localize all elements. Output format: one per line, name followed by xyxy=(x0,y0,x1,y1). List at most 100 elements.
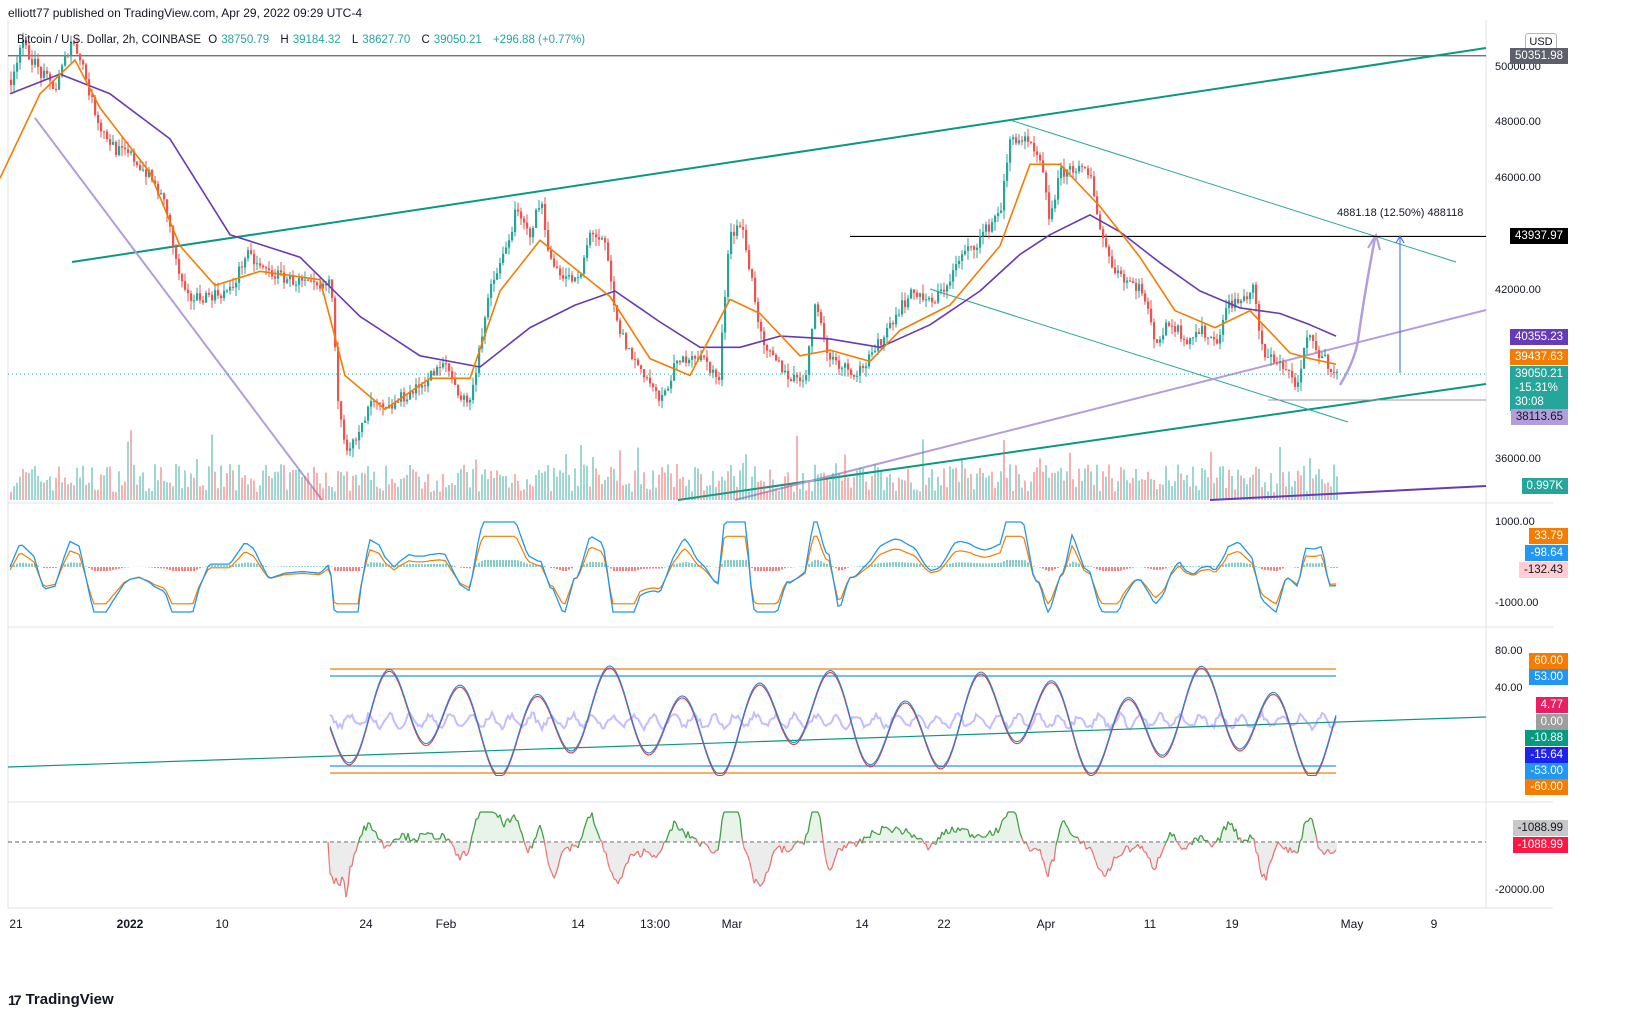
macd-histogram-bar xyxy=(205,566,207,567)
candle-body xyxy=(571,275,574,282)
badge-rsi-hi-orange: 60.00 xyxy=(1529,653,1568,669)
bottom-osc-segment xyxy=(373,830,377,833)
volume-bar xyxy=(988,475,990,500)
macd-histogram-bar xyxy=(913,563,915,567)
macd-histogram-bar xyxy=(865,565,867,567)
volume-bar xyxy=(58,466,60,500)
volume-bar xyxy=(517,480,519,500)
volume-bar xyxy=(16,482,18,500)
candle-body xyxy=(511,232,514,241)
bottom-osc-segment xyxy=(1319,849,1323,852)
macd-histogram-bar xyxy=(1093,567,1095,568)
candle-body xyxy=(142,169,145,171)
candle-body xyxy=(472,384,475,401)
macd-histogram-bar xyxy=(862,565,864,567)
bottom-osc-segment xyxy=(359,834,363,838)
candle-body xyxy=(505,247,508,254)
volume-bar xyxy=(367,466,369,500)
currency-button[interactable]: USD xyxy=(1525,33,1557,51)
bottom-osc-segment xyxy=(1079,842,1083,845)
candle-body xyxy=(1039,154,1042,161)
macd-histogram-bar xyxy=(607,565,609,567)
macd-histogram-bar xyxy=(508,559,510,567)
bottom-osc-segment xyxy=(719,820,723,839)
volume-bar xyxy=(793,491,795,500)
bottom-osc-segment xyxy=(559,852,563,859)
macd-histogram-bar xyxy=(1255,566,1257,567)
candle-body xyxy=(889,322,892,329)
volume-bar xyxy=(715,486,717,500)
macd-histogram-bar xyxy=(325,565,327,567)
candle-body xyxy=(448,363,451,372)
bottom-osc-segment xyxy=(835,848,839,856)
tradingview-logo[interactable]: 17 TradingView xyxy=(8,991,114,1008)
candle-body xyxy=(763,331,766,346)
macd-histogram-bar xyxy=(883,562,885,567)
candle-body xyxy=(391,404,394,409)
symbol-name[interactable]: Bitcoin / U.S. Dollar, 2h, COINBASE xyxy=(17,34,202,46)
candle-body xyxy=(550,250,553,259)
bottom-osc-segment xyxy=(1123,845,1127,852)
volume-bar xyxy=(946,487,948,500)
candle-body xyxy=(1315,341,1318,350)
bottom-osc-segment xyxy=(1289,847,1293,853)
bottom-osc-segment xyxy=(975,834,979,837)
bottom-osc-segment xyxy=(845,843,849,849)
x-label-apr: Apr xyxy=(1036,917,1056,931)
volume-bar xyxy=(433,490,435,500)
macd-histogram-bar xyxy=(1039,567,1041,568)
candle-body xyxy=(628,348,631,350)
macd-histogram-bar xyxy=(667,566,669,567)
volume-bar xyxy=(265,465,267,500)
macd-histogram-bar xyxy=(916,563,918,567)
macd-histogram-bar xyxy=(379,562,381,567)
volume-bar xyxy=(139,476,141,500)
candle-body xyxy=(712,369,715,373)
falling-wedge-upper xyxy=(1009,119,1457,263)
macd-histogram-bar xyxy=(877,563,879,567)
volume-bar xyxy=(742,463,744,500)
candle-body xyxy=(1183,338,1186,340)
bottom-osc-segment xyxy=(797,840,801,844)
volume-bar xyxy=(628,483,630,500)
volume-bar xyxy=(667,464,669,500)
volume-bar xyxy=(1000,471,1002,500)
candle-body xyxy=(970,246,973,248)
candle-body xyxy=(166,199,169,215)
bottom-osc-segment xyxy=(1297,841,1301,853)
candle-body xyxy=(355,439,358,441)
volume-bar xyxy=(1297,470,1299,500)
bottom-osc-segment xyxy=(977,833,981,837)
bottom-osc-segment xyxy=(619,876,623,880)
candle-body xyxy=(133,151,136,162)
bottom-osc-segment xyxy=(641,848,645,857)
volume-bar xyxy=(1231,476,1233,500)
volume-bar xyxy=(151,490,153,500)
candle-body xyxy=(226,290,229,292)
candle-body xyxy=(883,337,886,346)
bottom-osc-segment xyxy=(847,841,851,845)
volume-bar xyxy=(886,477,888,500)
macd-histogram-bar xyxy=(589,561,591,567)
bottom-osc-segment xyxy=(1065,824,1069,829)
bottom-osc-segment xyxy=(761,881,765,885)
ohlc-open: O 38750.79 xyxy=(208,34,270,46)
bottom-osc-segment xyxy=(441,832,445,836)
volume-bar xyxy=(205,489,207,500)
volume-bar xyxy=(379,488,381,500)
candle-body xyxy=(853,374,856,377)
bottom-osc-segment xyxy=(809,811,813,822)
macd-histogram-bar xyxy=(991,563,993,567)
bottom-osc-segment xyxy=(475,818,479,820)
candle-body xyxy=(973,246,976,250)
bottom-osc-segment xyxy=(841,845,845,852)
bottom-osc-segment xyxy=(577,840,581,849)
candle-body xyxy=(1114,267,1117,274)
macd-histogram-bar xyxy=(1129,567,1131,569)
bottom-osc-segment xyxy=(775,846,779,850)
candle-body xyxy=(1078,165,1081,172)
x-label-22: 22 xyxy=(937,917,951,931)
volume-bar xyxy=(526,479,528,500)
bottom-osc-segment xyxy=(1279,844,1283,848)
volume-bar xyxy=(286,489,288,500)
